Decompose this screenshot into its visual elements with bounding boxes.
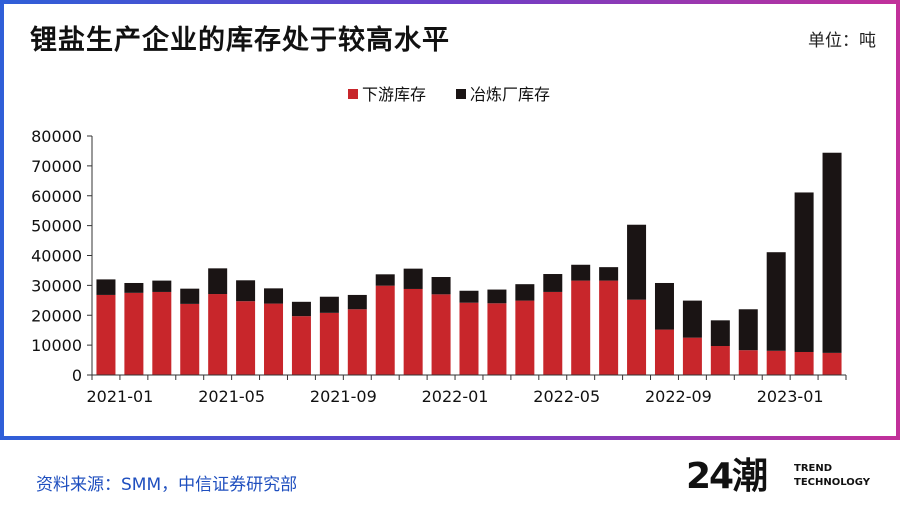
bar-downstream-inventory	[738, 350, 758, 375]
legend-swatch	[348, 89, 358, 99]
bar-smelter-inventory	[682, 300, 702, 338]
bar-downstream-inventory	[180, 303, 200, 375]
legend: 下游库存 冶炼厂库存	[348, 85, 550, 104]
y-tick-label: 0	[72, 366, 82, 385]
bars	[96, 152, 842, 375]
y-axis: 0 10000 20000 30000 40000 50000 60000 70000 8000…	[31, 127, 93, 385]
bar-downstream-inventory	[152, 291, 172, 375]
bar-smelter-inventory	[96, 279, 116, 295]
bar-smelter-inventory	[654, 282, 674, 330]
brand-text: TREND TECHNOLOGY	[794, 462, 870, 490]
bar-downstream-inventory	[487, 303, 507, 375]
brand-line-2: TECHNOLOGY	[794, 477, 870, 488]
bar-downstream-inventory	[264, 303, 284, 375]
legend-item-downstream: 下游库存	[348, 85, 426, 104]
bar-smelter-inventory	[403, 268, 423, 289]
bar-smelter-inventory	[459, 290, 479, 303]
bar-downstream-inventory	[515, 300, 535, 375]
x-tick-label: 2021-05	[198, 387, 265, 406]
x-tick-label: 2021-01	[86, 387, 153, 406]
bar-downstream-inventory	[682, 337, 702, 375]
bar-downstream-inventory	[431, 294, 451, 375]
chart-title: 锂盐生产企业的库存处于较高水平	[30, 25, 450, 56]
legend-swatch	[456, 89, 466, 99]
x-tick-label: 2022-01	[422, 387, 489, 406]
bar-smelter-inventory	[431, 277, 451, 295]
bar-downstream-inventory	[571, 280, 591, 375]
legend-label: 冶炼厂库存	[470, 85, 550, 104]
stacked-bar-chart: 下游库存 冶炼厂库存 0 10000 20000 30000 40000 50000 6000…	[31, 85, 847, 406]
bar-downstream-inventory	[627, 299, 647, 375]
y-tick-label: 10000	[31, 336, 82, 355]
x-tick-label: 2022-05	[533, 387, 600, 406]
bar-downstream-inventory	[208, 294, 228, 375]
bar-downstream-inventory	[96, 294, 116, 375]
bar-smelter-inventory	[347, 294, 367, 310]
source-note: 资料来源：SMM，中信证券研究部	[36, 475, 298, 495]
bar-smelter-inventory	[124, 282, 144, 293]
y-tick-label: 30000	[31, 276, 82, 295]
bar-smelter-inventory	[543, 274, 563, 292]
unit-label: 单位：吨	[808, 31, 876, 51]
x-tick-label: 2022-09	[645, 387, 712, 406]
y-tick-label: 70000	[31, 157, 82, 176]
bar-downstream-inventory	[766, 350, 786, 375]
bar-downstream-inventory	[599, 280, 619, 375]
x-tick-label: 2021-09	[310, 387, 377, 406]
bar-smelter-inventory	[710, 320, 730, 347]
brand-line-1: TREND	[794, 463, 833, 474]
bar-smelter-inventory	[487, 289, 507, 304]
bar-smelter-inventory	[766, 252, 786, 351]
bar-smelter-inventory	[236, 280, 256, 302]
bar-downstream-inventory	[794, 352, 814, 375]
bar-downstream-inventory	[347, 309, 367, 375]
bar-downstream-inventory	[291, 316, 311, 375]
bar-smelter-inventory	[208, 268, 228, 295]
bar-downstream-inventory	[654, 329, 674, 375]
bar-downstream-inventory	[459, 302, 479, 375]
legend-label: 下游库存	[362, 85, 426, 104]
bar-downstream-inventory	[375, 285, 395, 375]
bar-smelter-inventory	[599, 267, 619, 281]
bar-smelter-inventory	[375, 274, 395, 286]
bar-downstream-inventory	[124, 292, 144, 375]
y-tick-label: 50000	[31, 217, 82, 236]
bar-downstream-inventory	[236, 301, 256, 375]
bar-downstream-inventory	[710, 346, 730, 375]
x-axis: 2021-01 2021-05 2021-09 2022-01 2022-05 2022-…	[86, 374, 847, 406]
bar-smelter-inventory	[794, 192, 814, 352]
bar-smelter-inventory	[152, 280, 172, 292]
bar-downstream-inventory	[543, 291, 563, 375]
bar-smelter-inventory	[291, 301, 311, 317]
bar-smelter-inventory	[738, 309, 758, 351]
y-tick-label: 40000	[31, 247, 82, 266]
bar-downstream-inventory	[822, 352, 842, 375]
x-tick-label: 2023-01	[757, 387, 824, 406]
brand-logo: 24潮 TREND TECHNOLOGY	[686, 452, 886, 502]
legend-item-smelter: 冶炼厂库存	[456, 85, 550, 104]
bar-downstream-inventory	[319, 312, 339, 375]
brand-mark: 24潮	[686, 456, 768, 497]
bar-downstream-inventory	[403, 288, 423, 375]
y-tick-label: 60000	[31, 187, 82, 206]
bar-smelter-inventory	[515, 284, 535, 301]
y-tick-label: 80000	[31, 127, 82, 146]
bar-smelter-inventory	[822, 152, 842, 353]
bar-smelter-inventory	[180, 288, 200, 304]
bar-smelter-inventory	[319, 296, 339, 313]
bar-smelter-inventory	[627, 224, 647, 300]
bar-smelter-inventory	[571, 264, 591, 281]
y-tick-label: 20000	[31, 306, 82, 325]
bar-smelter-inventory	[264, 288, 284, 304]
